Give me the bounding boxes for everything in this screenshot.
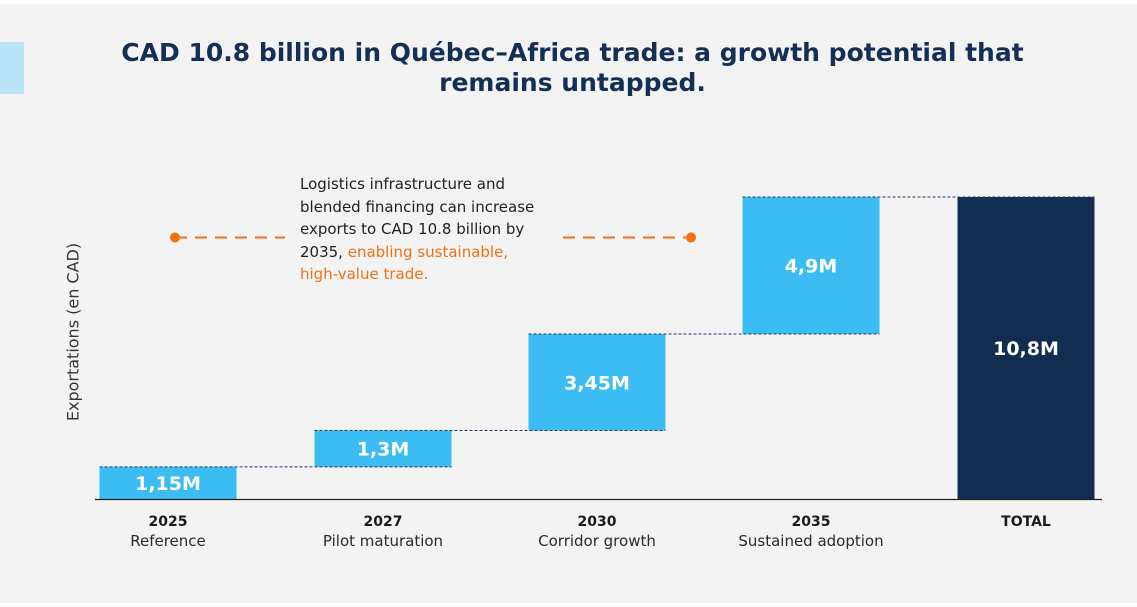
x-tick-year-label: 2030 — [578, 514, 617, 530]
x-tick-year-label: TOTAL — [1001, 514, 1051, 530]
increment-bar — [314, 430, 452, 467]
increment-bar — [742, 197, 880, 335]
chart-panel — [0, 4, 1137, 603]
x-tick-year-label: 2025 — [149, 514, 188, 530]
annotation-dot-left — [170, 232, 180, 243]
bar-value-label: 1,3M — [357, 439, 410, 461]
increment-bar — [99, 466, 237, 499]
annotation-dot-right — [686, 232, 696, 243]
x-tick-year-label: 2035 — [792, 514, 831, 530]
x-tick-phase-label: Reference — [130, 532, 206, 550]
accent-tab — [0, 42, 24, 94]
annotation-main-text: Logistics infrastructure and blended fin… — [300, 175, 535, 261]
bar-value-label: 3,45M — [564, 372, 630, 394]
x-tick-phase-label: Pilot maturation — [323, 532, 443, 550]
bar-value-label: 10,8M — [993, 338, 1059, 360]
chart-title: CAD 10.8 billion in Québec–Africa trade:… — [121, 38, 1024, 97]
x-tick-year-label: 2027 — [364, 514, 403, 530]
increment-bar — [528, 334, 666, 431]
total-bar — [957, 197, 1095, 499]
x-tick-phase-label: Corridor growth — [538, 532, 656, 550]
bar-value-label: 4,9M — [785, 256, 838, 278]
bar-value-label: 1,15M — [135, 473, 201, 495]
x-tick-phase-label: Sustained adoption — [738, 532, 883, 550]
annotation-highlight-text: enabling sustainable, high-value trade. — [300, 242, 509, 284]
annotation-text: Logistics infrastructure and blended fin… — [300, 173, 550, 286]
